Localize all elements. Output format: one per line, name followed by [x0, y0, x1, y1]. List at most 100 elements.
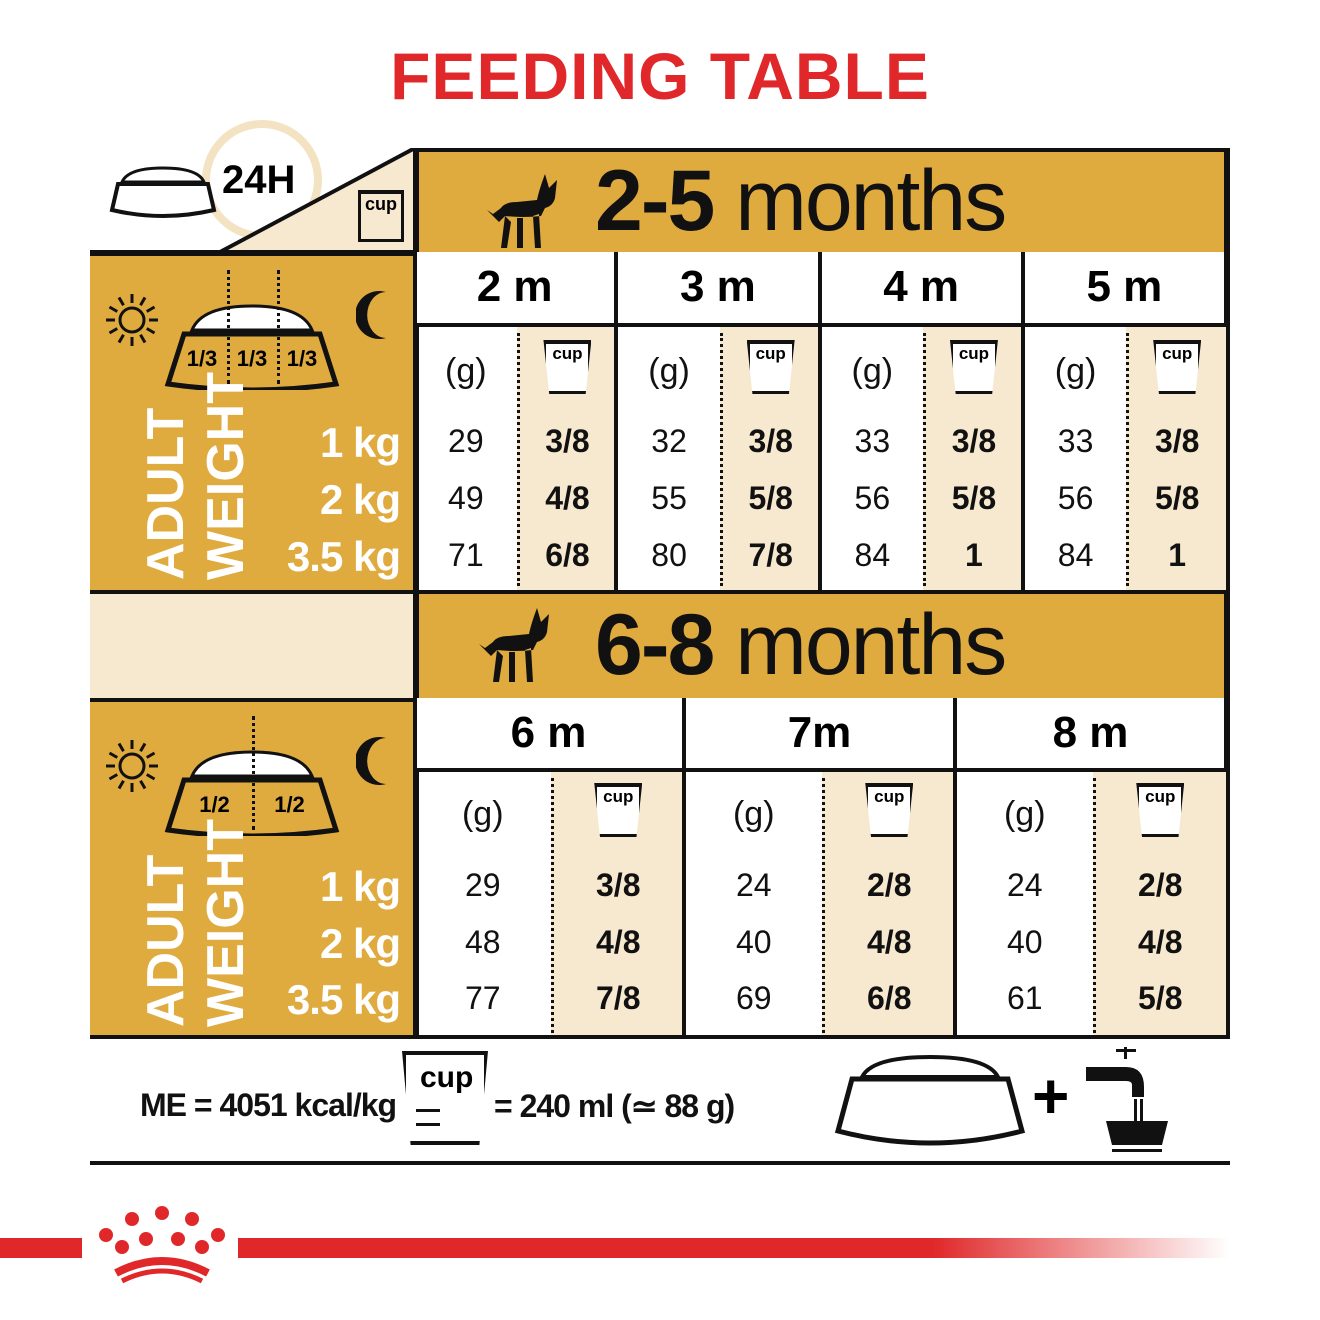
grams-value: 32 [651, 423, 687, 459]
grams-value: 84 [854, 537, 891, 573]
month-column: 4 m (g) cup 33 56 84 3/8 5/8 1 [821, 252, 1025, 590]
grams-value: 55 [651, 480, 687, 516]
portion-divider [227, 270, 230, 384]
weight-label: 3.5 kg [286, 533, 401, 580]
month-header: 2 m [415, 252, 619, 327]
grams-label: (g) [732, 795, 775, 833]
cell-divider [1092, 778, 1096, 1033]
grams-value: 84 [1057, 537, 1094, 573]
cup-icon: cup [865, 783, 914, 837]
duration-label: 24H [222, 158, 296, 202]
cups-value: 5/8 [951, 480, 997, 516]
cup-icon-label: cup [552, 344, 583, 363]
cup-icon: cup [746, 340, 795, 394]
column-divider [817, 252, 822, 590]
cup-icon-label: cup [958, 344, 990, 363]
cup-icon: cup [949, 340, 998, 394]
month-header: 4 m [821, 252, 1025, 327]
cell-divider [923, 333, 927, 586]
grams-value: 33 [1057, 423, 1094, 459]
moon-icon [355, 736, 396, 791]
cup-icon-label: cup [420, 1061, 474, 1094]
energy-label: ME = 4051 kcal/kg [140, 1087, 397, 1123]
cups-value: 6/8 [867, 980, 912, 1016]
cup-icon-label: cup [1145, 787, 1176, 806]
brand-bar-left [0, 1238, 82, 1258]
month-header: 3 m [618, 252, 822, 327]
grams-label: (g) [648, 352, 690, 390]
cups-value: 5/8 [1154, 480, 1200, 516]
grams-value: 77 [464, 980, 501, 1016]
portion-divider [252, 716, 255, 830]
grams-value: 69 [735, 980, 772, 1016]
cups-value: 1 [1168, 537, 1187, 573]
cup-icon-label: cup [603, 787, 634, 806]
cell-divider [550, 778, 554, 1033]
water-tap-icon [1086, 1047, 1168, 1152]
bowl-icon [109, 166, 217, 218]
cup-icon-label: cup [364, 194, 397, 214]
grams-value: 61 [1006, 980, 1043, 1016]
cell-divider [1126, 333, 1130, 586]
grams-label: (g) [851, 352, 894, 390]
cups-value: 5/8 [1138, 980, 1183, 1016]
grams-value: 49 [448, 480, 484, 516]
column-divider [614, 252, 619, 590]
crown-logo-icon [99, 1206, 225, 1284]
section-header: 6-8 months [415, 590, 1228, 698]
grams-value: 80 [651, 537, 687, 573]
portion-divider [277, 270, 280, 384]
grams-label: (g) [1003, 795, 1046, 833]
column-divider [1020, 252, 1025, 590]
section-title: 2-5 months [595, 152, 1007, 251]
axis-label-line1: ADULT [137, 854, 195, 1027]
axis-label-line1: ADULT [137, 407, 195, 580]
portion-fraction: 1/3 [236, 346, 268, 371]
age-unit: months [735, 597, 1007, 693]
portion-fraction: 1/2 [199, 792, 230, 817]
feeding-table: 6 m (g) cup 29 48 77 3/8 4/8 7/8 7m (g) cup 24 40 69 2/… [415, 698, 1228, 1037]
age-range: 2-5 [595, 153, 715, 249]
dog-icon [483, 170, 563, 257]
left-panel: 1/2 1/2 ADULT WEIGHT 1 kg 2 kg 3.5 kg [90, 698, 415, 1037]
cups-value: 2/8 [867, 867, 912, 903]
cups-value: 3/8 [748, 423, 793, 459]
grams-value: 29 [464, 867, 501, 903]
sun-icon [104, 292, 160, 353]
cups-value: 4/8 [1138, 924, 1183, 960]
cell-divider [516, 333, 520, 586]
month-column: 6 m (g) cup 29 48 77 3/8 4/8 7/8 [415, 698, 686, 1037]
weight-label: 2 kg [319, 920, 401, 967]
month-column: 8 m (g) cup 24 40 61 2/8 4/8 5/8 [957, 698, 1228, 1037]
grams-label: (g) [445, 352, 487, 390]
grams-value: 48 [464, 924, 501, 960]
grams-value: 29 [448, 423, 484, 459]
right-border [1226, 148, 1230, 1038]
month-header: 5 m [1024, 252, 1228, 327]
weight-label: 1 kg [319, 419, 401, 466]
column-divider [682, 698, 686, 1037]
brand-bar [238, 1238, 1230, 1258]
month-column: 5 m (g) cup 33 56 84 3/8 5/8 1 [1024, 252, 1228, 590]
cup-icon: cup [402, 1051, 488, 1145]
cell-divider [719, 333, 723, 586]
month-column: 7m (g) cup 24 40 69 2/8 4/8 6/8 [686, 698, 957, 1037]
cups-value: 3/8 [545, 423, 590, 459]
age-unit: months [735, 153, 1007, 249]
section-header: 2-5 months [415, 148, 1228, 252]
footer: ME = 4051 kcal/kg cup = 240 ml (≃ 88 g) … [90, 1037, 1230, 1165]
portion-fraction: 1/3 [286, 346, 318, 371]
bowl-icon [834, 1054, 1026, 1146]
weight-label: 3.5 kg [286, 976, 401, 1023]
grams-value: 24 [735, 867, 772, 903]
grams-value: 71 [448, 537, 484, 573]
bowl-icon: 1/2 1/2 [162, 716, 342, 836]
left-band [90, 590, 415, 698]
cup-icon: cup [594, 783, 643, 837]
grams-value: 33 [854, 423, 891, 459]
cup-icon-label: cup [1162, 344, 1193, 363]
portion-fraction: 1/3 [186, 346, 218, 371]
cups-value: 3/8 [951, 423, 997, 459]
grams-value: 56 [1057, 480, 1094, 516]
cups-value: 7/8 [596, 980, 641, 1016]
